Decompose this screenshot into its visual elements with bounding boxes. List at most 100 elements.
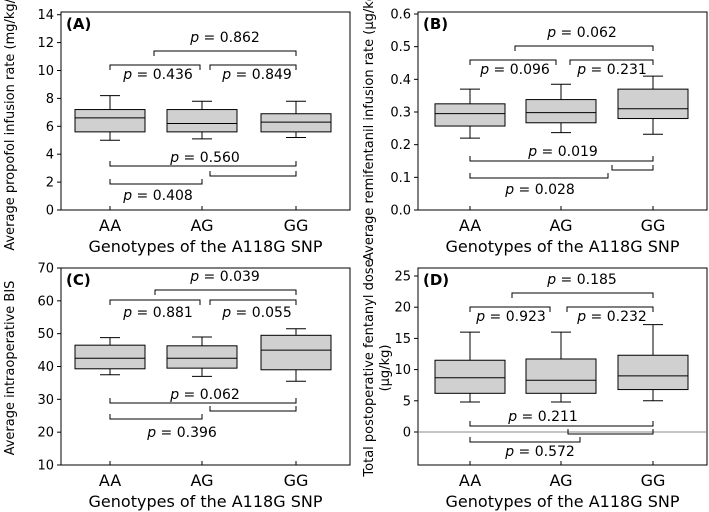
comparison-bracket [209, 171, 297, 177]
y-axis-label: Average propofol infusion rate (mg/kg/mi… [3, 0, 18, 251]
panel-label: (B) [423, 15, 448, 33]
y-tick-label: 12 [37, 36, 54, 51]
iqr-box [74, 344, 146, 370]
comparison-bracket [109, 64, 201, 70]
y-tick-label: 20 [37, 426, 54, 441]
comparison-bracket [109, 161, 297, 167]
panel-label: (D) [423, 271, 449, 289]
x-tick-label-aa: AA [99, 471, 121, 490]
y-tick-label: 0.3 [390, 106, 411, 121]
comparison-bracket [109, 398, 297, 404]
p-value-label: p = 0.028 [504, 182, 575, 198]
x-tick-label-gg: GG [284, 471, 309, 490]
y-tick-label: 70 [37, 262, 54, 277]
comparison-bracket [109, 299, 201, 305]
y-tick-label: 20 [394, 301, 411, 316]
iqr-box [74, 109, 146, 133]
p-value-label: p = 0.232 [576, 309, 647, 325]
y-axis-label: Average remifentanil infusion rate (μg/k… [362, 0, 377, 261]
chart-panel-c: 10 20 30 40 50 60 70 AA AG GG p = 0.039 p = 0.881 p … [3, 262, 351, 511]
box-aa [74, 337, 146, 376]
iqr-box [434, 359, 506, 394]
y-tick-label: 60 [37, 294, 54, 309]
panel-label: (A) [66, 15, 91, 33]
box-aa [434, 88, 506, 139]
p-value-label: p = 0.211 [507, 409, 578, 425]
iqr-box [617, 88, 689, 120]
box-ag [166, 336, 238, 377]
x-axis-label: Genotypes of the A118G SNP [89, 237, 323, 256]
y-tick-label: 0.6 [390, 8, 411, 23]
comparison-bracket [154, 289, 297, 295]
x-axis-label: Genotypes of the A118G SNP [446, 237, 680, 256]
y-tick-label: 0.5 [390, 40, 411, 55]
x-tick-label-gg: GG [641, 471, 666, 490]
iqr-box [166, 109, 238, 133]
p-value-label: p = 0.408 [122, 188, 193, 204]
comparison-bracket [469, 437, 581, 443]
y-tick-label: 8 [46, 92, 54, 107]
box-gg [617, 75, 689, 135]
iqr-box [525, 99, 597, 124]
y-tick-label: 0 [46, 204, 54, 219]
comparison-bracket [209, 406, 297, 412]
p-value-label: p = 0.039 [189, 269, 260, 285]
p-value-label: p = 0.849 [221, 67, 292, 83]
box-gg [617, 324, 689, 402]
y-tick-label: 15 [394, 332, 411, 347]
comparison-bracket [109, 414, 203, 420]
p-value-label: p = 0.572 [504, 444, 575, 460]
comparison-bracket [209, 64, 297, 70]
y-tick-label: 30 [37, 393, 54, 408]
x-tick-label-ag: AG [549, 471, 572, 490]
y-tick-label: 6 [46, 120, 54, 135]
x-tick-label-ag: AG [549, 216, 572, 235]
iqr-box [617, 354, 689, 391]
x-tick-label-aa: AA [459, 471, 481, 490]
p-value-label: p = 0.062 [169, 387, 240, 403]
comparison-bracket [469, 306, 551, 312]
y-tick-label: 10 [394, 363, 411, 378]
p-value-label: p = 0.923 [475, 309, 546, 325]
p-value-label: p = 0.062 [546, 25, 617, 41]
y-tick-label: 0.4 [390, 73, 411, 88]
comparison-bracket [153, 50, 297, 56]
y-tick-label: 14 [37, 8, 54, 23]
plot-frame [60, 11, 351, 211]
box-ag [166, 100, 238, 140]
p-value-label: p = 0.560 [169, 150, 240, 166]
plot-frame [417, 267, 708, 466]
box-ag [525, 83, 597, 134]
y-tick-label: 50 [37, 327, 54, 342]
x-tick-label-gg: GG [641, 216, 666, 235]
y-axis-label: Total postoperative fentanyl dose(μg/kg) [362, 259, 393, 477]
y-tick-label: 25 [394, 270, 411, 285]
comparison-bracket [469, 59, 557, 65]
box-aa [434, 331, 506, 403]
box-gg [260, 100, 332, 138]
p-value-label: p = 0.185 [546, 272, 617, 288]
y-tick-label: 10 [37, 459, 54, 474]
comparison-bracket [469, 421, 654, 427]
x-axis-label: Genotypes of the A118G SNP [446, 492, 680, 511]
comparison-bracket [511, 292, 654, 298]
box-ag [525, 331, 597, 403]
comparison-bracket [514, 45, 654, 51]
chart-panel-b: 0.0 0.1 0.2 0.3 0.4 0.5 0.6 AA AG GG p = 0.062 p = … [362, 0, 708, 261]
y-tick-label: 2 [46, 176, 54, 191]
iqr-box [166, 345, 238, 369]
comparison-bracket [109, 179, 203, 185]
iqr-box [260, 334, 332, 371]
p-value-label: p = 0.096 [479, 62, 550, 78]
comparison-bracket [209, 299, 297, 305]
x-tick-label-aa: AA [99, 216, 121, 235]
comparison-bracket [469, 173, 609, 179]
y-tick-label: 10 [37, 64, 54, 79]
x-tick-label-aa: AA [459, 216, 481, 235]
iqr-box [434, 103, 506, 127]
p-value-label: p = 0.881 [122, 305, 193, 321]
y-tick-label: 4 [46, 148, 54, 163]
box-aa [74, 95, 146, 141]
y-tick-label: 0.1 [390, 171, 411, 186]
